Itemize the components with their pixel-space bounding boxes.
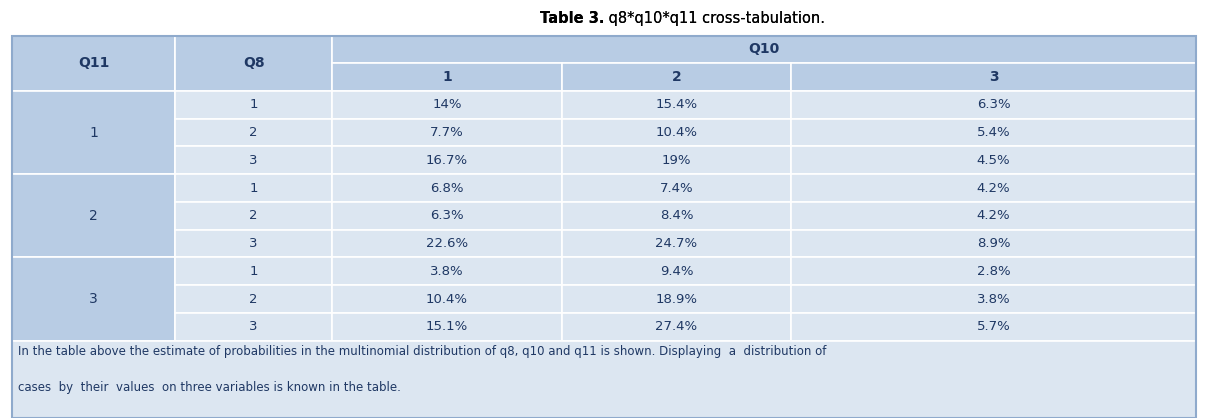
Text: 2: 2 [672, 70, 681, 84]
Text: 1: 1 [249, 98, 259, 111]
Text: 22.6%: 22.6% [426, 237, 467, 250]
Bar [562, 230, 791, 257]
Bar [175, 36, 332, 91]
Text: 3: 3 [249, 154, 259, 167]
Text: 18.9%: 18.9% [656, 293, 697, 306]
Bar [791, 91, 1196, 119]
Bar [562, 91, 791, 119]
Text: 3: 3 [989, 70, 998, 84]
Text: Table 3.: Table 3. [540, 11, 604, 26]
Text: 1: 1 [89, 126, 98, 140]
Bar [12, 36, 175, 91]
Bar [332, 36, 1196, 63]
Bar [791, 174, 1196, 202]
Text: 3: 3 [249, 237, 259, 250]
Text: 10.4%: 10.4% [426, 293, 467, 306]
Bar [332, 146, 562, 174]
Text: 6.8%: 6.8% [430, 181, 464, 195]
Bar [175, 230, 332, 257]
Bar [12, 341, 1196, 418]
Text: q8*q10*q11 cross-tabulation.: q8*q10*q11 cross-tabulation. [604, 11, 825, 26]
Bar [332, 313, 562, 341]
Text: 8.9%: 8.9% [977, 237, 1010, 250]
Text: Q10: Q10 [749, 42, 779, 56]
Bar [175, 146, 332, 174]
Bar [562, 174, 791, 202]
Text: 1: 1 [249, 181, 259, 195]
Bar [791, 285, 1196, 313]
Bar [562, 285, 791, 313]
Text: 2: 2 [249, 293, 259, 306]
Bar [332, 119, 562, 146]
Bar [562, 202, 791, 230]
Text: In the table above the estimate of probabilities in the multinomial distribution: In the table above the estimate of proba… [18, 345, 826, 358]
Bar [791, 119, 1196, 146]
Bar [791, 63, 1196, 91]
Text: 3: 3 [89, 292, 98, 306]
Bar [562, 63, 791, 91]
Bar [562, 313, 791, 341]
Text: q8*q10*q11 cross-tabulation.: q8*q10*q11 cross-tabulation. [604, 11, 825, 26]
Text: 7.7%: 7.7% [430, 126, 464, 139]
Bar [175, 313, 332, 341]
Text: Q11: Q11 [79, 56, 109, 70]
Text: 10.4%: 10.4% [656, 126, 697, 139]
Bar [175, 285, 332, 313]
Text: 15.1%: 15.1% [426, 320, 467, 333]
Text: 4.2%: 4.2% [977, 209, 1010, 222]
Text: 5.4%: 5.4% [977, 126, 1010, 139]
Bar [332, 202, 562, 230]
Bar [332, 285, 562, 313]
Text: 27.4%: 27.4% [656, 320, 697, 333]
Text: 1: 1 [442, 70, 452, 84]
Bar [791, 146, 1196, 174]
Bar [12, 257, 175, 341]
Bar [562, 146, 791, 174]
Bar [175, 202, 332, 230]
Text: 2: 2 [249, 209, 259, 222]
Bar [332, 230, 562, 257]
Text: Q8: Q8 [243, 56, 265, 70]
Text: 3: 3 [249, 320, 259, 333]
Bar [562, 119, 791, 146]
Bar [175, 119, 332, 146]
Text: 7.4%: 7.4% [660, 181, 693, 195]
Text: 3.8%: 3.8% [430, 265, 464, 278]
Bar [562, 257, 791, 285]
Text: Table 3.: Table 3. [540, 11, 604, 26]
Text: 6.3%: 6.3% [977, 98, 1010, 111]
Text: 19%: 19% [662, 154, 691, 167]
Text: 5.7%: 5.7% [977, 320, 1010, 333]
Text: 16.7%: 16.7% [426, 154, 467, 167]
Bar [175, 257, 332, 285]
Bar [791, 257, 1196, 285]
Text: 8.4%: 8.4% [660, 209, 693, 222]
Bar [175, 174, 332, 202]
Text: 4.5%: 4.5% [977, 154, 1010, 167]
Text: 24.7%: 24.7% [656, 237, 697, 250]
Bar [12, 174, 175, 257]
Bar [332, 257, 562, 285]
Text: 4.2%: 4.2% [977, 181, 1010, 195]
Bar [791, 202, 1196, 230]
Text: 2.8%: 2.8% [977, 265, 1010, 278]
Bar [791, 313, 1196, 341]
Bar [332, 174, 562, 202]
Text: 6.3%: 6.3% [430, 209, 464, 222]
Text: 14%: 14% [432, 98, 461, 111]
Text: 3.8%: 3.8% [977, 293, 1010, 306]
Bar [175, 91, 332, 119]
Text: cases  by  their  values  on three variables is known in the table.: cases by their values on three variables… [18, 381, 401, 395]
Bar [332, 63, 562, 91]
Bar [791, 230, 1196, 257]
Text: 15.4%: 15.4% [656, 98, 697, 111]
Bar [12, 91, 175, 174]
Text: 9.4%: 9.4% [660, 265, 693, 278]
Text: 2: 2 [89, 209, 98, 223]
Text: 1: 1 [249, 265, 259, 278]
Text: 2: 2 [249, 126, 259, 139]
Bar [332, 91, 562, 119]
